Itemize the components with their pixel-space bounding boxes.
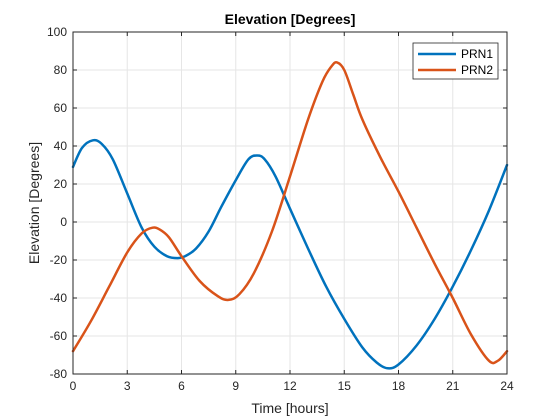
y-tick-label: 100 <box>47 25 67 39</box>
y-tick-label: 40 <box>54 139 68 153</box>
chart-title: Elevation [Degrees] <box>225 11 356 27</box>
data-series <box>71 61 509 370</box>
legend-label-prn1: PRN1 <box>461 47 493 61</box>
y-tick-label: 60 <box>54 101 68 115</box>
legend: PRN1 PRN2 <box>412 42 499 80</box>
y-tick-label: 0 <box>60 215 67 229</box>
legend-box <box>412 42 499 80</box>
x-tick-label: 0 <box>70 379 77 393</box>
x-tick-label: 15 <box>338 379 352 393</box>
x-tick-label: 6 <box>178 379 185 393</box>
series-line-prn1 <box>71 138 509 370</box>
axis-ticks: 0 3 6 9 12 15 18 21 24 -80 -60 -40 -20 0 20 40 60 80 100 <box>47 25 514 393</box>
y-tick-label: 80 <box>54 63 68 77</box>
y-tick-label: -20 <box>50 253 68 267</box>
y-tick-label: -60 <box>50 329 68 343</box>
y-tick-label: -40 <box>50 291 68 305</box>
series-line-prn2 <box>71 61 509 365</box>
x-tick-label: 12 <box>283 379 297 393</box>
x-tick-label: 9 <box>232 379 239 393</box>
x-axis-label: Time [hours] <box>251 400 328 416</box>
y-tick-label: 20 <box>54 177 68 191</box>
y-tick-label: -80 <box>50 367 68 381</box>
x-tick-label: 21 <box>446 379 460 393</box>
y-axis-label: Elevation [Degrees] <box>26 142 42 264</box>
x-tick-label: 24 <box>500 379 514 393</box>
legend-label-prn2: PRN2 <box>461 63 493 77</box>
x-tick-label: 18 <box>392 379 406 393</box>
x-tick-label: 3 <box>124 379 131 393</box>
